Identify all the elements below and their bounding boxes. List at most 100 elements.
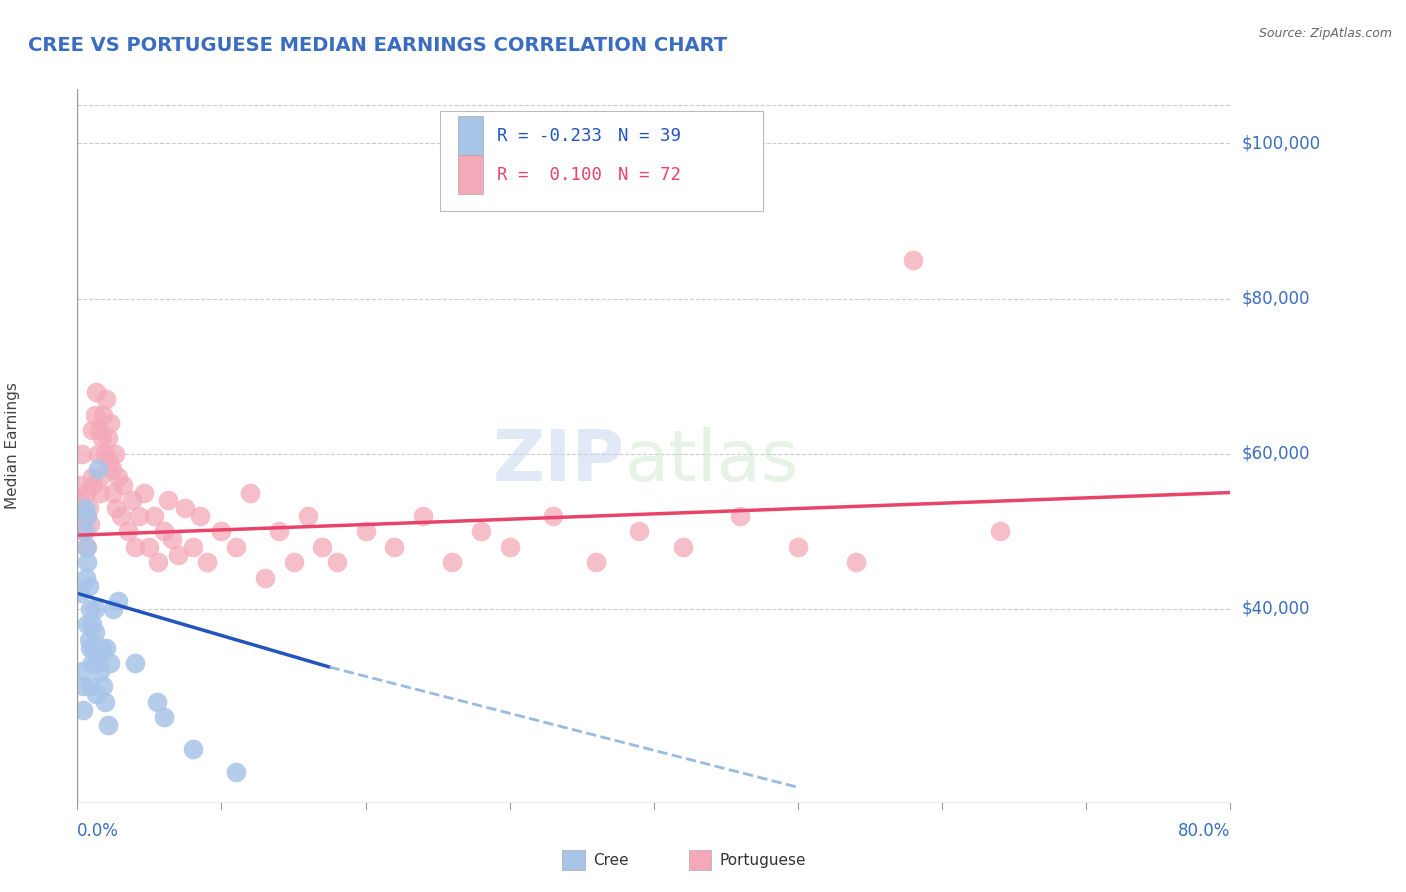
Text: N = 39: N = 39: [619, 127, 681, 145]
Point: [195, 555, 218, 569]
Point: [83, 408, 105, 422]
Point: [103, 485, 125, 500]
Point: [988, 524, 1011, 539]
Point: [80, 424, 103, 438]
Point: [96, 392, 118, 407]
Text: $100,000: $100,000: [1241, 135, 1320, 153]
Text: 0.0%: 0.0%: [77, 822, 120, 840]
Point: [83, 602, 105, 616]
Point: [110, 508, 132, 523]
Text: Median Earnings: Median Earnings: [6, 383, 20, 509]
Point: [157, 493, 180, 508]
Point: [80, 470, 103, 484]
Point: [91, 408, 114, 422]
Text: Cree: Cree: [593, 854, 628, 868]
Point: [76, 540, 98, 554]
Point: [100, 656, 122, 670]
Point: [153, 524, 174, 539]
Point: [297, 508, 319, 523]
Text: $80,000: $80,000: [1241, 290, 1310, 308]
Point: [470, 524, 492, 539]
FancyBboxPatch shape: [458, 155, 484, 194]
Point: [73, 501, 96, 516]
Point: [412, 508, 434, 523]
Point: [239, 485, 262, 500]
Point: [104, 447, 127, 461]
Text: Portuguese: Portuguese: [720, 854, 807, 868]
Point: [67, 477, 90, 491]
Point: [107, 470, 129, 484]
Point: [628, 524, 651, 539]
Point: [382, 540, 406, 554]
Point: [98, 454, 121, 468]
Point: [121, 493, 143, 508]
Text: $40,000: $40,000: [1241, 600, 1310, 618]
Point: [499, 540, 522, 554]
Text: Source: ZipAtlas.com: Source: ZipAtlas.com: [1258, 27, 1392, 40]
Point: [132, 485, 155, 500]
Point: [138, 540, 160, 554]
Point: [90, 431, 112, 445]
Text: N = 72: N = 72: [619, 166, 681, 184]
Point: [84, 384, 107, 399]
Point: [73, 524, 96, 539]
Point: [100, 416, 122, 430]
Point: [76, 555, 98, 569]
Point: [162, 532, 184, 546]
Point: [91, 680, 114, 694]
Point: [82, 477, 104, 491]
Point: [69, 493, 91, 508]
Point: [75, 540, 97, 554]
Point: [82, 640, 104, 655]
Point: [541, 508, 564, 523]
Point: [70, 664, 93, 678]
Point: [283, 555, 305, 569]
Point: [93, 695, 115, 709]
Text: atlas: atlas: [626, 427, 800, 496]
Point: [128, 508, 150, 523]
Point: [124, 656, 146, 670]
Point: [311, 540, 333, 554]
Point: [145, 695, 167, 709]
Point: [97, 718, 120, 732]
Point: [96, 640, 118, 655]
Point: [181, 741, 204, 756]
Point: [77, 632, 100, 647]
Point: [76, 617, 98, 632]
Point: [72, 680, 94, 694]
Point: [72, 524, 94, 539]
Point: [70, 447, 93, 461]
Point: [153, 710, 174, 724]
Point: [80, 656, 103, 670]
Point: [101, 462, 124, 476]
Point: [225, 540, 247, 554]
Point: [77, 579, 100, 593]
Point: [73, 508, 96, 523]
Point: [142, 508, 165, 523]
Point: [225, 764, 247, 779]
Point: [83, 625, 105, 640]
Point: [86, 462, 108, 476]
Point: [354, 524, 377, 539]
Point: [72, 703, 94, 717]
Point: [441, 555, 464, 569]
Point: [87, 648, 110, 663]
Text: CREE VS PORTUGUESE MEDIAN EARNINGS CORRELATION CHART: CREE VS PORTUGUESE MEDIAN EARNINGS CORRE…: [28, 36, 727, 54]
Point: [93, 447, 115, 461]
Point: [103, 602, 125, 616]
Point: [188, 508, 211, 523]
Point: [845, 555, 868, 569]
Point: [903, 252, 925, 267]
Point: [89, 485, 111, 500]
Text: 80.0%: 80.0%: [1178, 822, 1230, 840]
Text: R = -0.233: R = -0.233: [496, 127, 602, 145]
Point: [80, 617, 103, 632]
Point: [787, 540, 810, 554]
FancyBboxPatch shape: [440, 111, 763, 211]
Point: [89, 470, 111, 484]
Point: [84, 687, 107, 701]
Point: [97, 431, 120, 445]
Point: [672, 540, 695, 554]
Point: [585, 555, 607, 569]
Point: [87, 424, 110, 438]
